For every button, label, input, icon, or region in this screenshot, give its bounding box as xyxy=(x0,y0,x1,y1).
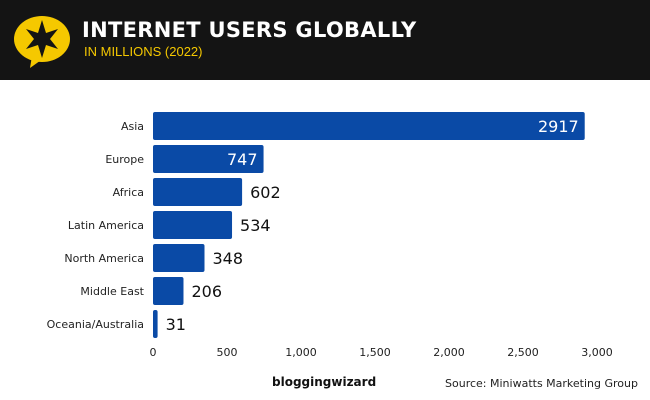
x-tick-label: 0 xyxy=(150,346,157,359)
category-label: Africa xyxy=(113,186,144,199)
x-tick-label: 3,000 xyxy=(581,346,613,359)
category-label: Oceania/Australia xyxy=(47,318,144,331)
x-tick-label: 1,000 xyxy=(285,346,317,359)
bar xyxy=(153,310,158,338)
page-subtitle: IN MILLIONS (2022) xyxy=(84,44,203,59)
category-label: Europe xyxy=(105,153,144,166)
page-title: INTERNET USERS GLOBALLY xyxy=(82,18,417,42)
value-label: 348 xyxy=(213,249,244,268)
bar xyxy=(153,145,264,173)
value-label: 2917 xyxy=(538,117,579,136)
category-label: Latin America xyxy=(68,219,144,232)
value-label: 534 xyxy=(240,216,271,235)
star-speech-bubble-icon xyxy=(14,16,70,68)
value-label: 747 xyxy=(227,150,258,169)
bar xyxy=(153,178,243,206)
x-tick-label: 500 xyxy=(217,346,238,359)
bar xyxy=(153,112,585,140)
value-label: 206 xyxy=(191,282,222,301)
value-label: 602 xyxy=(250,183,281,202)
bar xyxy=(153,211,233,239)
x-tick-label: 1,500 xyxy=(359,346,391,359)
brand-logo: bloggingwizard xyxy=(272,375,377,389)
category-label: Asia xyxy=(121,120,144,133)
header: INTERNET USERS GLOBALLY IN MILLIONS (202… xyxy=(0,0,650,80)
bar-chart: Asia 2917 Europe 747 Africa 602 Latin America 5… xyxy=(47,112,613,359)
x-tick-label: 2,500 xyxy=(507,346,539,359)
source-note: Source: Miniwatts Marketing Group xyxy=(445,377,638,390)
category-label: Middle East xyxy=(80,285,144,298)
bar xyxy=(153,244,205,272)
x-tick-label: 2,000 xyxy=(433,346,465,359)
category-label: North America xyxy=(64,252,144,265)
value-label: 31 xyxy=(166,315,186,334)
bar xyxy=(153,277,184,305)
